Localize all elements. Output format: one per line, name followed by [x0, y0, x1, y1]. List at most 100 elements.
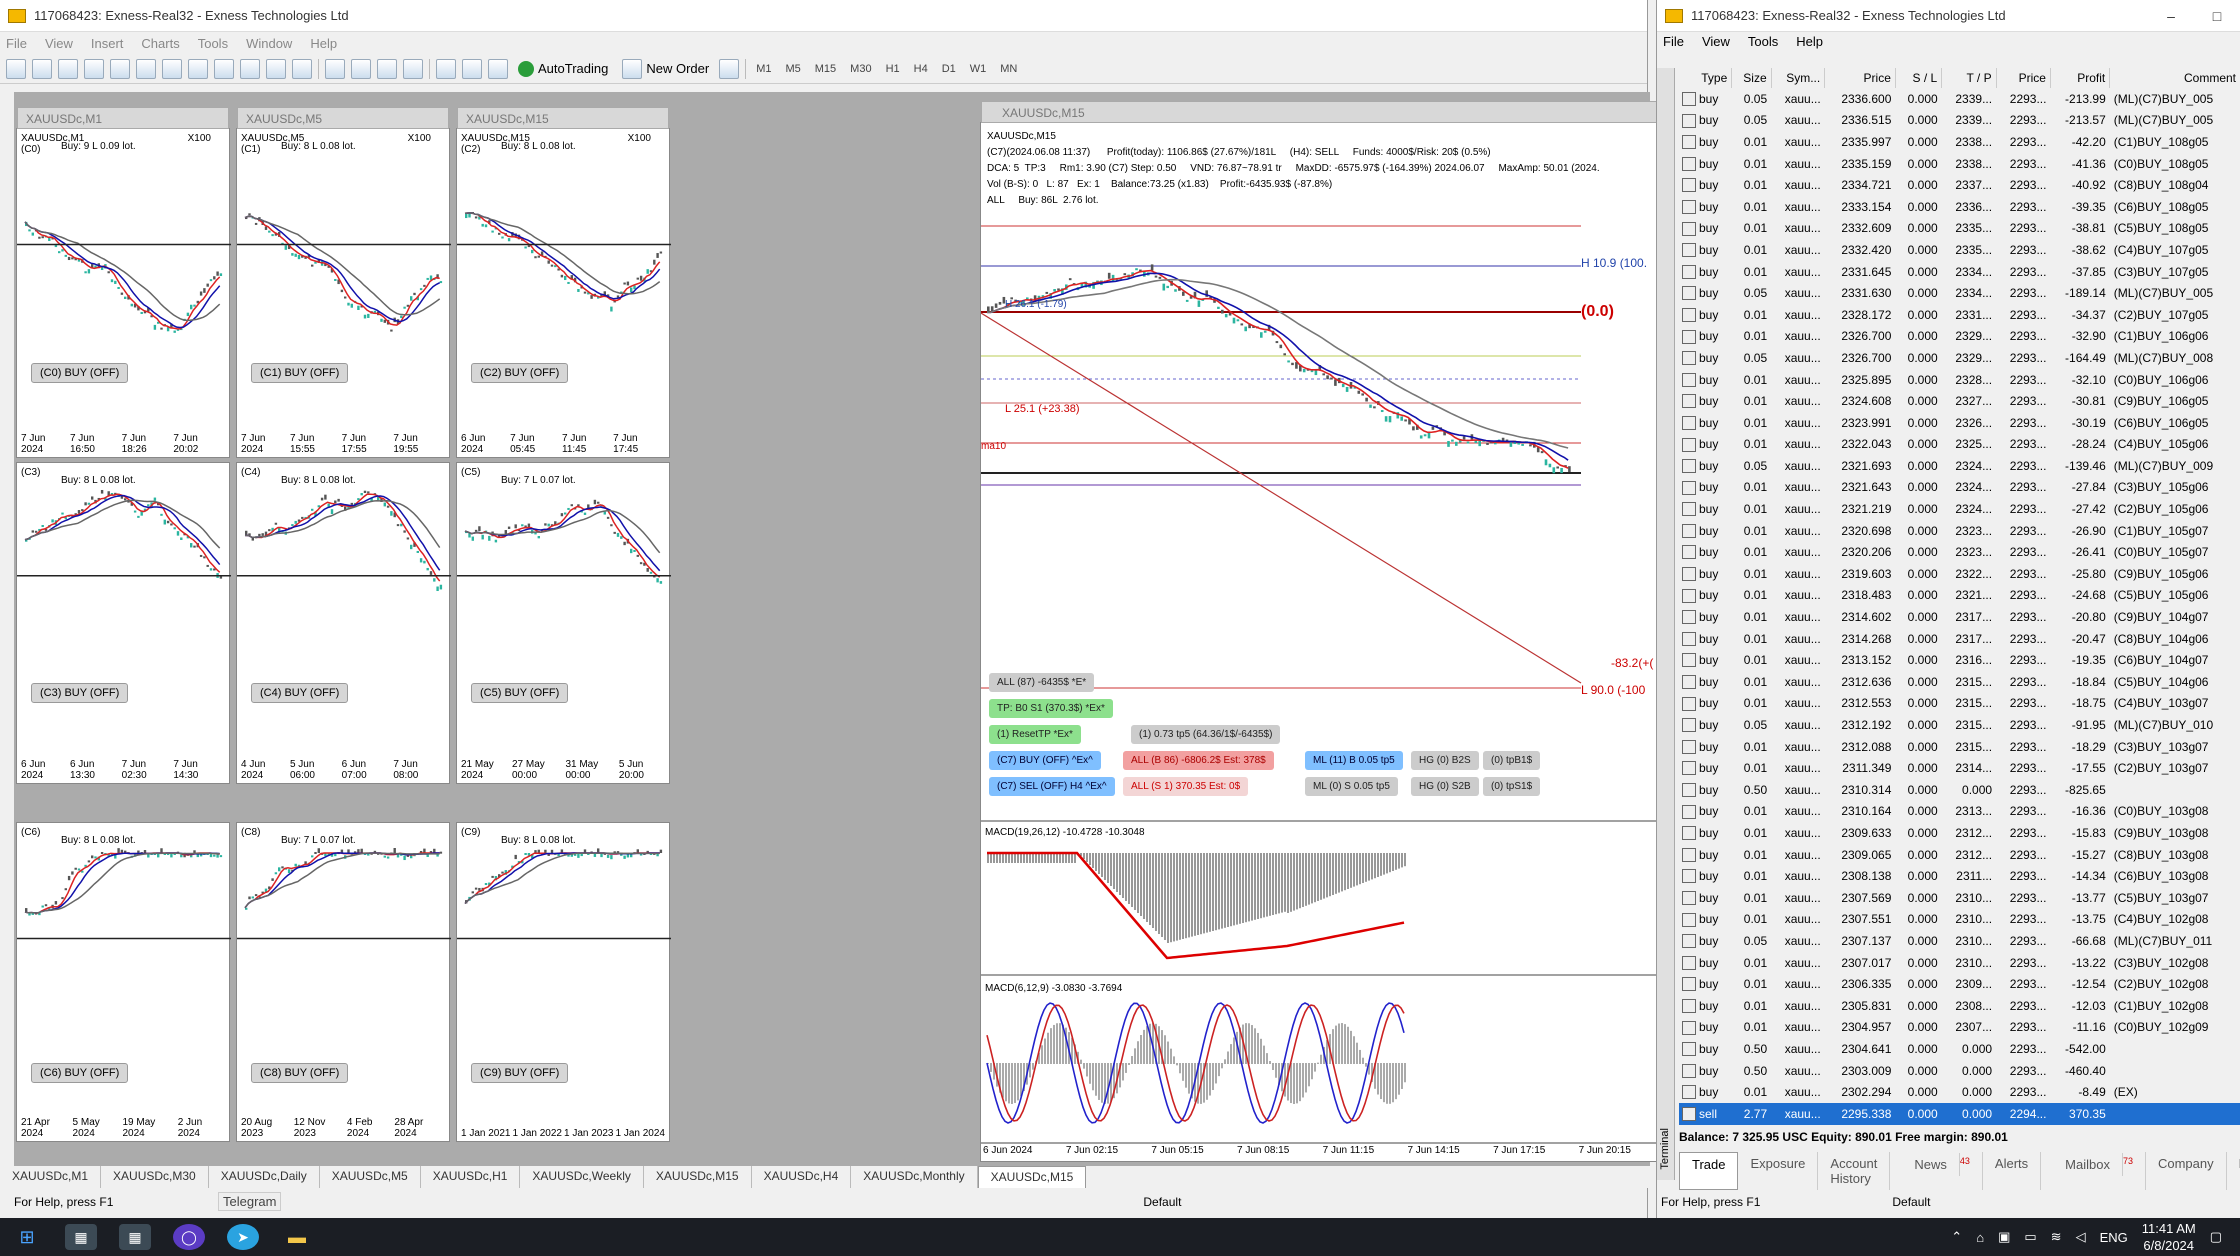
order-row[interactable]: buy 0.01 xauu... 2304.957 0.000 2307... 2293..… — [1679, 1017, 2240, 1039]
buy-off-button[interactable]: (C6) BUY (OFF) — [31, 1063, 129, 1083]
cursor-icon[interactable] — [325, 58, 345, 79]
menu-view[interactable]: View — [44, 35, 73, 51]
menu-window[interactable]: Window — [246, 35, 293, 51]
notification-icon[interactable]: ▢ — [2209, 1229, 2222, 1244]
order-row[interactable]: buy 0.05 xauu... 2336.600 0.000 2339... 2293..… — [1679, 88, 2240, 110]
mini-chart-3[interactable]: (C3) Buy: 8 L 0.08 lot. (C3) BUY (OFF) 6 Ju… — [16, 462, 231, 784]
order-row[interactable]: buy 0.01 xauu... 2331.645 0.000 2334... 2293..… — [1679, 261, 2240, 283]
menu-charts[interactable]: Charts — [141, 35, 180, 51]
order-row[interactable]: buy 0.01 xauu... 2320.206 0.000 2323... 2293..… — [1679, 541, 2240, 563]
order-row[interactable]: buy 0.01 xauu... 2335.997 0.000 2338... 2293..… — [1679, 131, 2240, 153]
mini-chart-4[interactable]: (C4) Buy: 8 L 0.08 lot. (C4) BUY (OFF) 4 Ju… — [236, 462, 451, 784]
main-chart-title[interactable]: XAUUSDc,M15 — [981, 101, 1659, 123]
terminal-icon[interactable] — [162, 58, 182, 79]
order-row[interactable]: buy 0.01 xauu... 2309.065 0.000 2312... 2293..… — [1679, 844, 2240, 866]
chart-tab[interactable]: XAUUSDc,H1 — [421, 1166, 521, 1188]
order-row[interactable]: sell 2.77 xauu... 2295.338 0.000 0.000 2294...… — [1679, 1102, 2240, 1125]
language-indicator[interactable]: ENG — [2099, 1229, 2128, 1245]
order-row[interactable]: buy 0.01 xauu... 2334.721 0.000 2337... 2293..… — [1679, 174, 2240, 196]
order-row[interactable]: buy 0.01 xauu... 2306.335 0.000 2309... 2293..… — [1679, 973, 2240, 995]
signals-icon[interactable] — [719, 58, 740, 79]
menu-help[interactable]: Help — [1796, 33, 1824, 49]
chart-tab[interactable]: XAUUSDc,M15 — [644, 1166, 752, 1188]
mini-chart-8[interactable]: (C9) Buy: 8 L 0.08 lot. (C9) BUY (OFF) 1 Ja… — [456, 822, 671, 1142]
navigator-icon[interactable] — [136, 58, 156, 79]
mini-chart-canvas[interactable] — [237, 463, 451, 783]
maximize-icon[interactable]: □ — [2212, 7, 2222, 24]
order-row[interactable]: buy 0.05 xauu... 2331.630 0.000 2334... 2293..… — [1679, 282, 2240, 304]
mini-chart-canvas[interactable] — [17, 823, 231, 1143]
timeframe-m1[interactable]: M1 — [756, 62, 772, 75]
order-row[interactable]: buy 0.01 xauu... 2322.043 0.000 2325... 2293..… — [1679, 434, 2240, 456]
clock[interactable]: 11:41 AM 6/8/2024 — [2142, 1220, 2196, 1254]
mini-chart-2[interactable]: XAUUSDc,M15 XAUUSDc,M15 (C2) Buy: 8 L 0.08 … — [456, 107, 671, 458]
display-icon[interactable]: ▭ — [2024, 1229, 2037, 1244]
all-sell-pill[interactable]: ALL (S 1) 370.35 Est: 0$ — [1123, 777, 1249, 796]
buy-off-button[interactable]: (C4) BUY (OFF) — [251, 683, 349, 703]
timeframe-mn[interactable]: MN — [1000, 62, 1018, 75]
reset-tp-button[interactable]: (1) ResetTP *Ex* — [989, 725, 1081, 744]
mini-chart-7[interactable]: (C8) Buy: 7 L 0.07 lot. (C8) BUY (OFF) 20 A… — [236, 822, 451, 1142]
column-header[interactable]: Sym... — [1771, 68, 1826, 88]
order-row[interactable]: buy 0.05 xauu... 2336.515 0.000 2339... 2293..… — [1679, 110, 2240, 132]
mini-chart-canvas[interactable] — [237, 129, 451, 449]
order-row[interactable]: buy 0.01 xauu... 2307.569 0.000 2310... 2293..… — [1679, 887, 2240, 909]
column-header[interactable]: Type — [1679, 68, 1733, 88]
chart-tab[interactable]: XAUUSDc,H4 — [752, 1166, 852, 1188]
tp-pill[interactable]: TP: B0 S1 (370.3$) *Ex* — [989, 699, 1113, 718]
tab-news[interactable]: News 43 — [1890, 1152, 1983, 1190]
c7-sell-button[interactable]: (C7) SEL (OFF) H4 ^Ex^ — [989, 777, 1115, 796]
order-row[interactable]: buy 0.50 xauu... 2310.314 0.000 0.000 2293... -… — [1679, 779, 2240, 801]
mini-chart-5[interactable]: (C5) Buy: 7 L 0.07 lot. (C5) BUY (OFF) 21 M… — [456, 462, 671, 784]
buy-off-button[interactable]: (C8) BUY (OFF) — [251, 1063, 349, 1083]
column-header[interactable]: Price — [1996, 68, 2051, 88]
chart-tab[interactable]: XAUUSDc,Monthly — [851, 1166, 978, 1188]
order-row[interactable]: buy 0.01 xauu... 2314.602 0.000 2317... 2293..… — [1679, 606, 2240, 628]
menu-help[interactable]: Help — [310, 35, 338, 51]
order-row[interactable]: buy 0.01 xauu... 2305.831 0.000 2308... 2293..… — [1679, 995, 2240, 1017]
order-row[interactable]: buy 0.01 xauu... 2311.349 0.000 2314... 2293..… — [1679, 757, 2240, 779]
tp-s1-button[interactable]: (0) tpS1$ — [1483, 777, 1541, 796]
timeframe-h4[interactable]: H4 — [913, 62, 928, 75]
hg-s2b-button[interactable]: HG (0) S2B — [1411, 777, 1479, 796]
column-header[interactable]: Profit — [2050, 68, 2111, 88]
tp5-pill[interactable]: (1) 0.73 tp5 (64.36/1$/-6435$) — [1131, 725, 1281, 744]
order-row[interactable]: buy 0.01 xauu... 2326.700 0.000 2329... 2293..… — [1679, 326, 2240, 348]
zoom-out-icon[interactable] — [214, 58, 234, 79]
main-chart-window[interactable]: XAUUSDc,M15 XAUUSDc,M15 (C7)(2024.06.08 … — [980, 101, 1661, 1162]
hg-b2s-button[interactable]: HG (0) B2S — [1411, 751, 1479, 770]
chart-tab[interactable]: XAUUSDc,M1 — [0, 1166, 102, 1188]
mt4-app-icon[interactable]: ▦ — [65, 1224, 97, 1250]
column-header[interactable]: Comment — [2109, 68, 2240, 88]
volume-icon[interactable]: ◁ — [2075, 1229, 2086, 1244]
all-orders-pill[interactable]: ALL (87) -6435$ *E* — [989, 673, 1095, 692]
order-row[interactable]: buy 0.01 xauu... 2308.138 0.000 2311... 2293..… — [1679, 865, 2240, 887]
profiles-icon[interactable] — [32, 58, 52, 79]
tab-mailbox[interactable]: Mailbox 73 — [2041, 1152, 2146, 1190]
order-row[interactable]: buy 0.01 xauu... 2318.483 0.000 2321... 2293..… — [1679, 585, 2240, 607]
c7-buy-button[interactable]: (C7) BUY (OFF) ^Ex^ — [989, 751, 1101, 770]
order-row[interactable]: buy 0.01 xauu... 2323.991 0.000 2326... 2293..… — [1679, 412, 2240, 434]
order-row[interactable]: buy 0.01 xauu... 2332.420 0.000 2335... 2293..… — [1679, 239, 2240, 261]
crosshair-icon[interactable] — [403, 58, 423, 79]
chevron-up-icon[interactable]: ⌃ — [1951, 1229, 1963, 1244]
order-row[interactable]: buy 0.01 xauu... 2333.154 0.000 2336... 2293..… — [1679, 196, 2240, 218]
order-row[interactable]: buy 0.01 xauu... 2312.636 0.000 2315... 2293..… — [1679, 671, 2240, 693]
chart-tab[interactable]: XAUUSDc,Weekly — [520, 1166, 644, 1188]
ml-sell-button[interactable]: ML (0) S 0.05 tp5 — [1305, 777, 1398, 796]
order-row[interactable]: buy 0.01 xauu... 2332.609 0.000 2335... 2293..… — [1679, 218, 2240, 240]
timeframe-m5[interactable]: M5 — [785, 62, 801, 75]
telegram-icon[interactable]: ➤ — [227, 1224, 259, 1250]
order-row[interactable]: buy 0.01 xauu... 2319.603 0.000 2322... 2293..… — [1679, 563, 2240, 585]
menu-tools[interactable]: Tools — [197, 35, 229, 51]
chart-tab[interactable]: XAUUSDc,M30 — [101, 1166, 209, 1188]
chart-tab[interactable]: XAUUSDc,M5 — [320, 1166, 421, 1188]
timeframe-m15[interactable]: M15 — [814, 62, 837, 75]
order-row[interactable]: buy 0.01 xauu... 2324.608 0.000 2327... 2293..… — [1679, 390, 2240, 412]
menu-insert[interactable]: Insert — [90, 35, 124, 51]
menu-file[interactable]: File — [1663, 33, 1684, 49]
order-row[interactable]: buy 0.01 xauu... 2321.219 0.000 2324... 2293..… — [1679, 498, 2240, 520]
timeframe-d1[interactable]: D1 — [941, 62, 956, 75]
column-header[interactable]: Price — [1824, 68, 1896, 88]
mini-chart-1[interactable]: XAUUSDc,M5 XAUUSDc,M5 (C1) Buy: 8 L 0.08 lo… — [236, 107, 451, 458]
